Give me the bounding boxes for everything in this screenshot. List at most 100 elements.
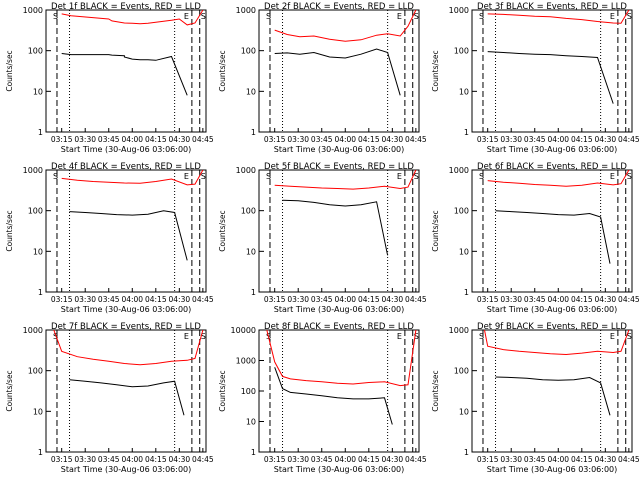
series-line xyxy=(69,210,188,261)
x-tick-label: 03:15 xyxy=(51,135,73,144)
x-axis-label: Start Time (30-Aug-06 03:06:00) xyxy=(274,145,405,154)
y-tick-label: 1000 xyxy=(23,6,43,15)
y-tick-label: 10 xyxy=(459,87,469,96)
y-axis-label: Counts/sec xyxy=(431,50,440,91)
y-tick-label: 1000 xyxy=(23,326,43,335)
panel-8: Det 8f BLACK = Events, RED = LLD 1 10 100 10… xyxy=(218,322,427,474)
y-tick-label: 10 xyxy=(33,87,43,96)
x-tick-label: 03:45 xyxy=(311,135,333,144)
y-tick-label: 100 xyxy=(28,367,43,376)
series-line xyxy=(274,48,401,96)
x-tick-label: 03:30 xyxy=(500,295,522,304)
x-tick-label: 04:30 xyxy=(382,455,404,464)
x-tick-label: 03:45 xyxy=(98,455,120,464)
x-tick-label: 03:45 xyxy=(311,455,333,464)
panel-title: Det 5f BLACK = Events, RED = LLD xyxy=(264,162,414,172)
label-s-left: S xyxy=(53,172,58,181)
y-tick-label: 100 xyxy=(28,47,43,56)
y-tick-label: 1 xyxy=(38,288,43,297)
y-tick-label: 10 xyxy=(33,407,43,416)
y-axis-label: Counts/sec xyxy=(5,50,14,91)
x-tick-label: 04:30 xyxy=(595,295,617,304)
label-s-right: S xyxy=(627,332,632,341)
x-axis-label: Start Time (30-Aug-06 03:06:00) xyxy=(61,305,192,314)
x-tick-label: 03:15 xyxy=(264,295,286,304)
x-tick-label: 04:30 xyxy=(169,455,191,464)
y-tick-label: 1 xyxy=(464,448,469,457)
label-e: E xyxy=(184,172,189,181)
label-s-right: S xyxy=(201,332,206,341)
x-tick-label: 04:45 xyxy=(618,135,640,144)
label-s-left: S xyxy=(479,172,484,181)
plot-frame xyxy=(45,169,207,293)
y-tick-label: 1 xyxy=(464,288,469,297)
y-tick-label: 100 xyxy=(454,367,469,376)
series-line xyxy=(274,169,417,190)
x-tick-label: 04:15 xyxy=(358,135,380,144)
y-tick-label: 1000 xyxy=(449,166,469,175)
series-line xyxy=(484,329,630,356)
y-axis-label: Counts/sec xyxy=(431,210,440,251)
y-tick-label: 1000 xyxy=(236,6,256,15)
x-tick-label: 04:30 xyxy=(169,135,191,144)
y-tick-label: 100 xyxy=(454,47,469,56)
panel-title: Det 7f BLACK = Events, RED = LLD xyxy=(51,322,201,332)
y-tick-label: 100 xyxy=(241,47,256,56)
y-axis-label: Counts/sec xyxy=(5,210,14,251)
plot-frame xyxy=(258,169,420,293)
y-tick-label: 1000 xyxy=(449,6,469,15)
plot-frame xyxy=(471,169,633,293)
x-tick-label: 04:15 xyxy=(571,455,593,464)
series-line xyxy=(61,169,204,186)
panel-6: Det 6f BLACK = Events, RED = LLD 1 10 100 10… xyxy=(431,162,640,314)
y-tick-label: 10 xyxy=(246,418,256,427)
x-tick-label: 03:30 xyxy=(287,455,309,464)
y-axis-label: Counts/sec xyxy=(218,370,227,411)
series-line xyxy=(61,53,188,96)
label-s-right: S xyxy=(627,172,632,181)
panel-5: Det 5f BLACK = Events, RED = LLD 1 10 100 10… xyxy=(218,162,427,314)
series-line xyxy=(487,51,614,104)
x-tick-label: 04:15 xyxy=(358,455,380,464)
y-tick-label: 1000 xyxy=(23,166,43,175)
plot-frame xyxy=(471,329,633,453)
x-tick-label: 03:45 xyxy=(98,135,120,144)
plot-frame xyxy=(471,9,633,133)
panel-9: Det 9f BLACK = Events, RED = LLD 1 10 100 10… xyxy=(431,322,640,474)
x-tick-label: 04:00 xyxy=(121,455,143,464)
y-tick-label: 1000 xyxy=(236,166,256,175)
label-s-right: S xyxy=(201,172,206,181)
y-tick-label: 100 xyxy=(454,207,469,216)
x-tick-label: 04:30 xyxy=(595,455,617,464)
series-line xyxy=(61,9,204,26)
y-tick-label: 1000 xyxy=(449,326,469,335)
y-axis-label: Counts/sec xyxy=(218,50,227,91)
x-tick-label: 03:45 xyxy=(98,295,120,304)
x-tick-label: 04:15 xyxy=(571,295,593,304)
y-tick-label: 100 xyxy=(241,387,256,396)
y-tick-label: 1 xyxy=(251,128,256,137)
panel-title: Det 6f BLACK = Events, RED = LLD xyxy=(477,162,627,172)
y-tick-label: 10 xyxy=(33,247,43,256)
series-line xyxy=(495,376,611,416)
x-tick-label: 03:45 xyxy=(524,135,546,144)
panel-1: Det 1f BLACK = Events, RED = LLD 1 10 100 10… xyxy=(5,2,214,154)
x-tick-label: 04:00 xyxy=(334,295,356,304)
x-tick-label: 04:15 xyxy=(571,135,593,144)
series-line xyxy=(274,367,393,425)
x-tick-label: 03:15 xyxy=(477,135,499,144)
x-tick-label: 04:00 xyxy=(121,295,143,304)
y-axis-label: Counts/sec xyxy=(431,370,440,411)
x-tick-label: 04:45 xyxy=(405,135,427,144)
x-tick-label: 03:30 xyxy=(74,455,96,464)
x-tick-label: 04:30 xyxy=(169,295,191,304)
x-tick-label: 04:15 xyxy=(145,135,167,144)
panel-4: Det 4f BLACK = Events, RED = LLD 1 10 100 10… xyxy=(5,162,214,314)
x-tick-label: 04:45 xyxy=(618,295,640,304)
series-line xyxy=(266,329,417,387)
plot-frame xyxy=(258,9,420,133)
label-e: E xyxy=(610,172,615,181)
x-tick-label: 04:00 xyxy=(334,135,356,144)
x-tick-label: 03:15 xyxy=(51,295,73,304)
